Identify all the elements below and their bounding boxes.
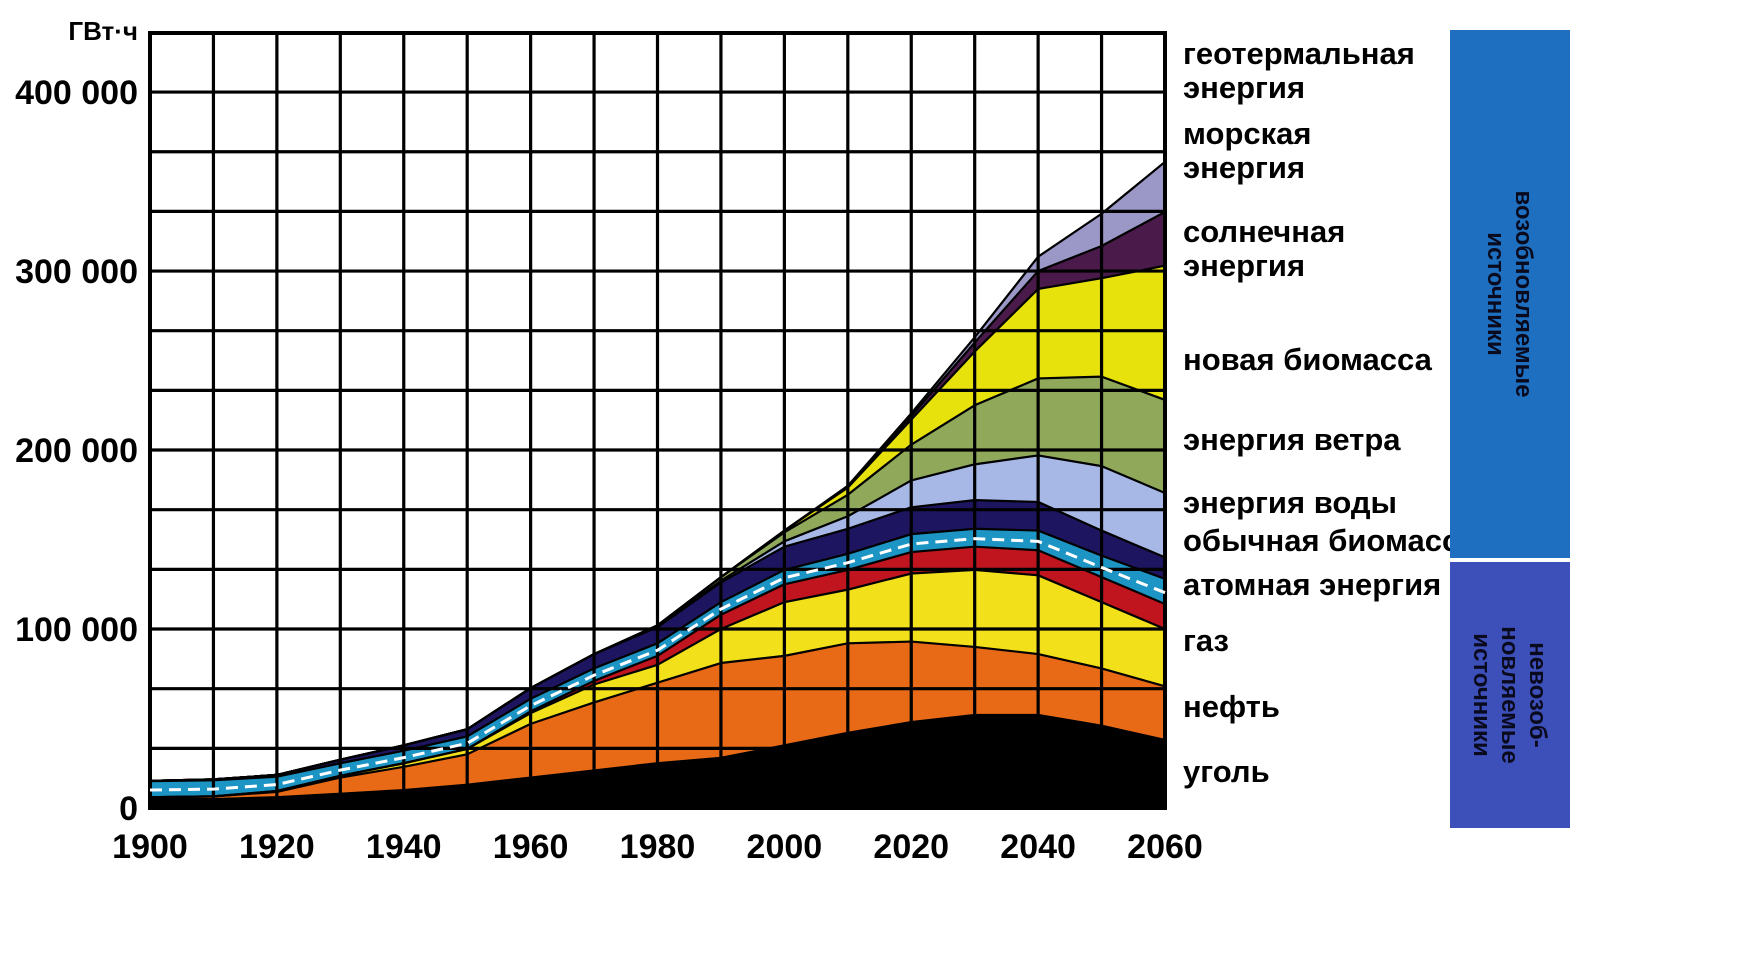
y-tick-label: 400 000 xyxy=(15,74,138,112)
legend-label: новая биомасса xyxy=(1183,342,1433,377)
group-label: источники xyxy=(1468,633,1495,757)
x-tick-label: 1960 xyxy=(493,828,569,866)
y-tick-label: 100 000 xyxy=(15,611,138,649)
series-boundary-5 xyxy=(149,527,1166,783)
series-boundary-2 xyxy=(149,640,1166,799)
legend-label: энергия xyxy=(1183,70,1305,105)
plot-frame xyxy=(148,31,1167,810)
group-bar-1 xyxy=(1450,30,1570,558)
y-tick-label: 0 xyxy=(119,790,138,828)
y-axis-ticks: 0 100 000 200 000 300 000 400 000 xyxy=(15,74,138,828)
y-tick-label: 200 000 xyxy=(15,432,138,470)
series-boundary-4 xyxy=(149,545,1166,799)
series-area-7 xyxy=(150,455,1165,781)
legend-label: газ xyxy=(1183,623,1229,658)
source-group-bars: возобновляемыеисточникиневозоб-новляемые… xyxy=(1450,30,1570,828)
y-tick-label: 300 000 xyxy=(15,253,138,291)
group-label: источники xyxy=(1482,232,1509,356)
x-tick-label: 1940 xyxy=(366,828,442,866)
x-tick-label: 1980 xyxy=(620,828,696,866)
x-tick-label: 2000 xyxy=(747,828,823,866)
series-area-5 xyxy=(150,528,1165,798)
y-axis-unit-label: ГВт·ч xyxy=(68,16,138,46)
x-tick-label: 1900 xyxy=(112,828,188,866)
series-area-9 xyxy=(150,265,1165,781)
group-bar-2 xyxy=(1450,562,1570,828)
legend: геотермальнаяэнергияморскаяэнергиясолнеч… xyxy=(1183,36,1478,789)
legend-label: геотермальная xyxy=(1183,36,1415,71)
x-axis-ticks: 1900 1920 1940 1960 1980 2000 2020 2040 2060 xyxy=(112,828,1203,866)
group-label: возобновляемые xyxy=(1510,190,1537,397)
legend-label: солнечная xyxy=(1183,214,1345,249)
series-boundary-11 xyxy=(149,161,1166,782)
x-tick-label: 2020 xyxy=(873,828,949,866)
biomass-dashed-line xyxy=(149,537,1166,792)
series-boundary-1 xyxy=(150,713,1166,801)
group-label: новляемые xyxy=(1496,626,1523,763)
x-tick-label: 2040 xyxy=(1000,828,1076,866)
legend-label: уголь xyxy=(1183,754,1270,789)
legend-label: атомная энергия xyxy=(1183,567,1441,602)
series-boundaries xyxy=(149,161,1166,801)
group-label: невозоб- xyxy=(1524,642,1551,747)
legend-label: энергия xyxy=(1183,248,1305,283)
x-tick-label: 2060 xyxy=(1127,828,1203,866)
legend-label: энергия ветра xyxy=(1183,422,1401,457)
x-tick-label: 1920 xyxy=(239,828,315,866)
grid xyxy=(148,31,1167,810)
series-area-4 xyxy=(150,546,1165,798)
legend-label: нефть xyxy=(1183,689,1280,724)
legend-label: энергия xyxy=(1183,150,1305,185)
legend-label: обычная биомасса xyxy=(1183,523,1478,558)
series-area-10 xyxy=(150,211,1165,781)
legend-label: морская xyxy=(1183,116,1311,151)
legend-label: энергия воды xyxy=(1183,485,1397,520)
